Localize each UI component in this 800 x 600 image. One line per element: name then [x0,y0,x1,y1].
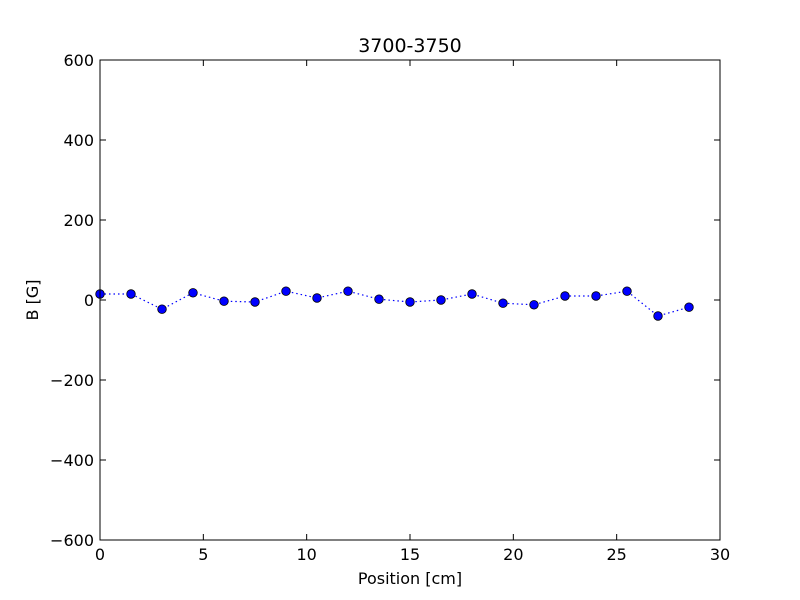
data-point [560,291,570,301]
y-tick-label: 400 [63,131,94,150]
data-point [126,289,136,299]
x-tick-label: 0 [95,545,105,564]
data-point [219,296,229,306]
data-point [498,298,508,308]
x-tick-label: 5 [198,545,208,564]
y-tick-label: 200 [63,211,94,230]
y-tick-label: 600 [63,51,94,70]
tick-layer: 0 5 10 15 20 25 30 600 400 200 0 −200 −400 −600 [50,51,730,564]
y-tick-label: −400 [50,451,94,470]
x-tick-label: 15 [400,545,420,564]
data-point [467,289,477,299]
x-tick-label: 10 [296,545,316,564]
data-point [343,286,353,296]
series-layer [95,286,694,321]
y-tick-label: 0 [84,291,94,310]
chart-title: 3700-3750 [358,35,462,57]
data-point [529,300,539,310]
data-point [188,288,198,298]
x-tick-label: 20 [503,545,523,564]
data-point [374,294,384,304]
data-point [436,295,446,305]
data-point [653,311,663,321]
data-point [684,302,694,312]
data-point [250,297,260,307]
y-tick-label: −200 [50,371,94,390]
data-point [281,286,291,296]
x-tick-label: 25 [606,545,626,564]
x-tick-label: 30 [710,545,730,564]
x-axis-label: Position [cm] [358,569,462,588]
data-point [405,297,415,307]
y-axis-label: B [G] [23,280,42,321]
data-point [312,293,322,303]
data-point [157,304,167,314]
data-point [591,291,601,301]
y-tick-label: −600 [50,531,94,550]
data-point [622,286,632,296]
